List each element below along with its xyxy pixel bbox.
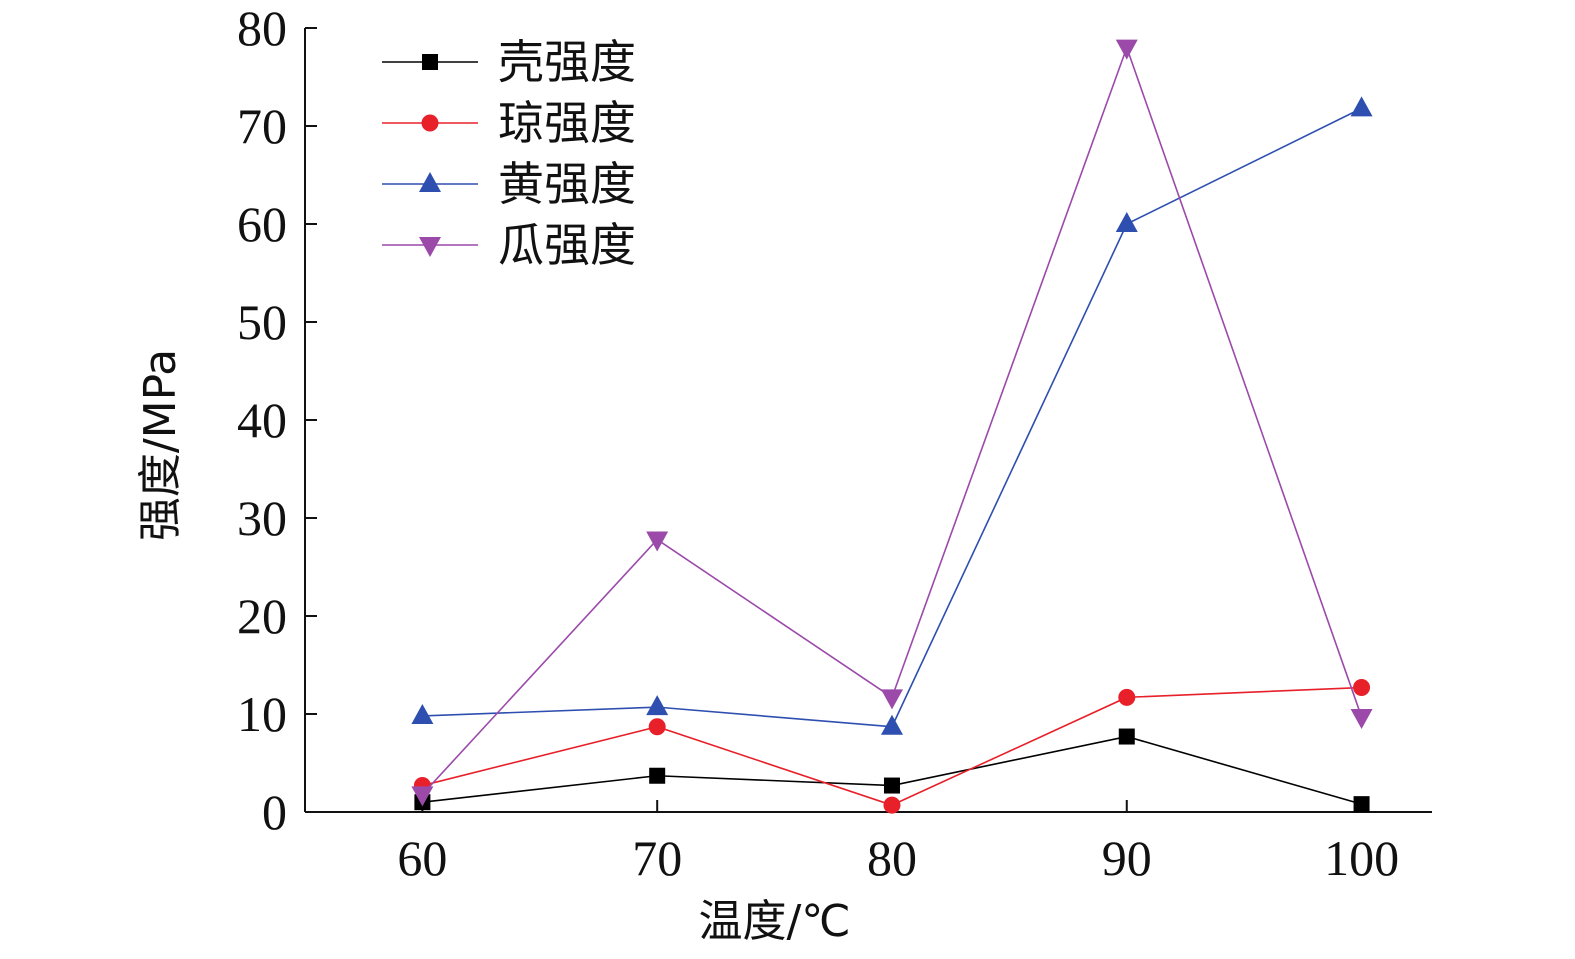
series-3-point [646, 695, 669, 716]
series-3-point [880, 714, 903, 735]
y-tick-label: 40 [237, 392, 287, 448]
series-4-point [880, 689, 903, 710]
y-tick-label: 80 [237, 0, 287, 56]
series-1-point [883, 777, 900, 794]
legend-label: 琼强度 [498, 96, 636, 150]
y-tick-label: 70 [237, 98, 287, 154]
y-tick-label: 20 [237, 588, 287, 644]
series-1-point [649, 767, 666, 784]
series-4-group [411, 39, 1373, 807]
axes [304, 28, 1432, 813]
series-3-point [411, 703, 434, 724]
legend-item: 瓜强度 [382, 218, 636, 272]
series-2-group [413, 679, 1371, 814]
legend-label: 壳强度 [498, 35, 636, 89]
y-tick-label: 50 [237, 294, 287, 350]
series-2-point [883, 796, 901, 814]
series-2-point [1118, 688, 1136, 706]
legend-marker [419, 172, 441, 192]
legend-marker [421, 114, 439, 132]
series-1-point [1118, 728, 1135, 745]
y-axis-title: 强度/MPa [135, 349, 186, 541]
y-tick-label: 60 [237, 196, 287, 252]
x-tick-label: 60 [397, 830, 447, 886]
x-axis-title: 温度/℃ [698, 896, 850, 947]
series-2-point [648, 718, 666, 736]
series-2-point [1353, 679, 1371, 697]
series-3-group [411, 96, 1373, 735]
series-3-point [1115, 212, 1138, 232]
legend-label: 黄强度 [498, 157, 636, 211]
ticks: 0 10 20 30 40 50 60 70 80 60 70 80 90 100 [237, 0, 1399, 886]
x-tick-label: 70 [632, 830, 682, 886]
series-3-point [1350, 96, 1373, 117]
x-tick-label: 100 [1324, 830, 1399, 886]
legend-marker [419, 237, 441, 257]
series-4-point [1350, 708, 1373, 729]
x-tick-label: 80 [867, 830, 917, 886]
legend-item: 黄强度 [382, 157, 636, 211]
x-tick-label: 90 [1102, 830, 1152, 886]
legend-marker [422, 54, 438, 70]
series-4-point [411, 786, 434, 807]
y-tick-label: 10 [237, 686, 287, 742]
legend-item: 琼强度 [382, 96, 636, 150]
legend-label: 瓜强度 [498, 218, 636, 272]
series-4-point [1115, 39, 1138, 60]
series-1-line [422, 735, 1362, 805]
series-lines [411, 39, 1373, 814]
y-tick-label: 30 [237, 490, 287, 546]
series-4-point [646, 531, 669, 552]
y-tick-label: 0 [262, 784, 287, 840]
series-1-point [1353, 796, 1370, 813]
legend-item: 壳强度 [382, 35, 636, 89]
